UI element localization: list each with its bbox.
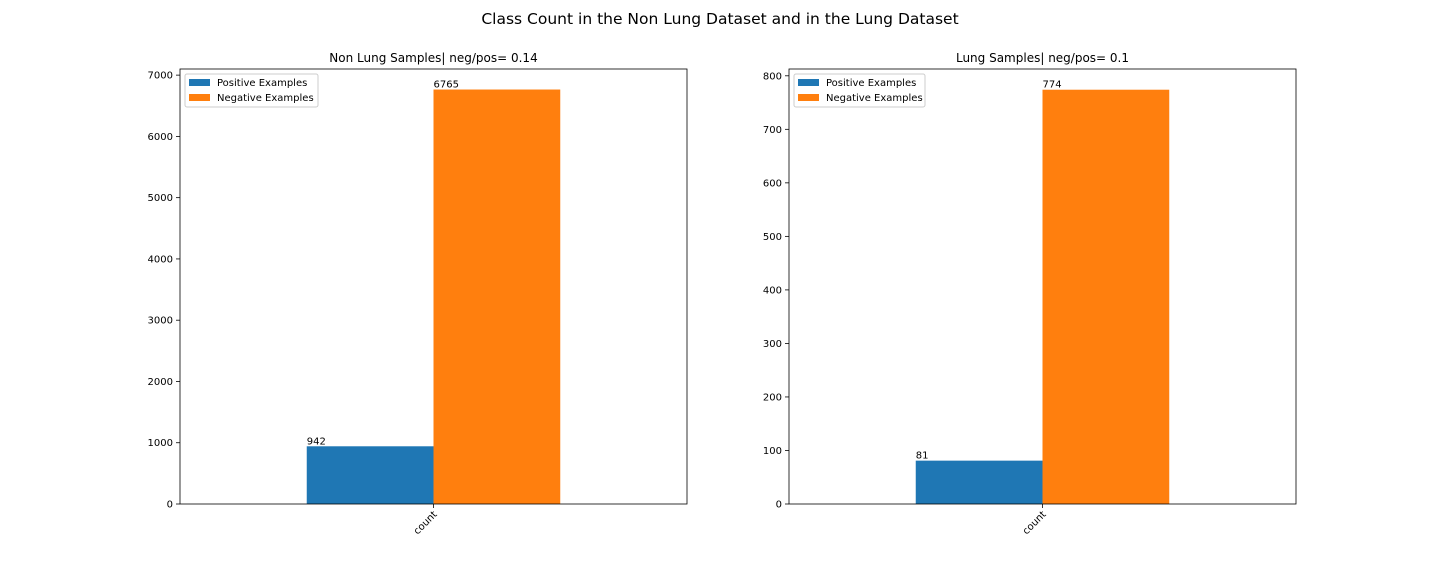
y-tick-label: 300 — [763, 339, 782, 350]
chart-title: Lung Samples| neg/pos= 0.1 — [956, 51, 1129, 65]
bar-positive-examples — [915, 460, 1043, 504]
y-tick-label: 200 — [763, 392, 782, 403]
y-tick-label: 2000 — [148, 377, 173, 388]
y-tick-label: 7000 — [148, 71, 173, 82]
legend-label: Negative Examples — [217, 93, 314, 104]
chart-panel-1: Non Lung Samples| neg/pos= 0.14 942 6765 co… — [148, 51, 688, 537]
legend-label: Positive Examples — [217, 78, 307, 89]
legend: Positive Examples Negative Examples — [184, 73, 319, 108]
y-tick-label: 6000 — [148, 132, 173, 143]
legend-box — [184, 73, 319, 108]
chart-title: Non Lung Samples| neg/pos= 0.14 — [329, 51, 537, 65]
y-tick-label: 3000 — [148, 316, 173, 327]
legend-label: Negative Examples — [826, 93, 923, 104]
y-tick-label: 400 — [763, 285, 782, 296]
legend-swatch — [189, 94, 210, 101]
legend-swatch — [798, 94, 819, 101]
x-tick-label: count — [412, 509, 440, 537]
bar-positive-examples — [306, 446, 434, 504]
x-tick-label: count — [1021, 509, 1049, 537]
data-label: 942 — [307, 436, 326, 447]
bar-negative-examples — [433, 89, 561, 504]
legend-swatch — [798, 79, 819, 86]
figure-title: Class Count in the Non Lung Dataset and … — [481, 10, 958, 28]
legend-box — [793, 73, 926, 108]
y-tick-label: 600 — [763, 178, 782, 189]
y-tick-label: 100 — [763, 446, 782, 457]
legend: Positive Examples Negative Examples — [793, 73, 926, 108]
data-label: 6765 — [434, 80, 459, 91]
data-label: 81 — [916, 451, 929, 462]
bar-negative-examples — [1042, 89, 1170, 504]
y-tick-label: 800 — [763, 71, 782, 82]
y-tick-label: 500 — [763, 232, 782, 243]
axes-frame — [179, 68, 688, 505]
legend-swatch — [189, 79, 210, 86]
y-tick-label: 4000 — [148, 254, 173, 265]
y-tick-label: 700 — [763, 125, 782, 136]
y-tick-label: 0 — [776, 500, 782, 511]
y-tick-label: 1000 — [148, 438, 173, 449]
y-tick-label: 0 — [167, 500, 173, 511]
legend-label: Positive Examples — [826, 78, 916, 89]
y-tick-label: 5000 — [148, 193, 173, 204]
chart-panel-2: Lung Samples| neg/pos= 0.1 81 774 count 0 100… — [763, 51, 1297, 537]
data-label: 774 — [1043, 80, 1062, 91]
axes-frame — [788, 68, 1297, 505]
